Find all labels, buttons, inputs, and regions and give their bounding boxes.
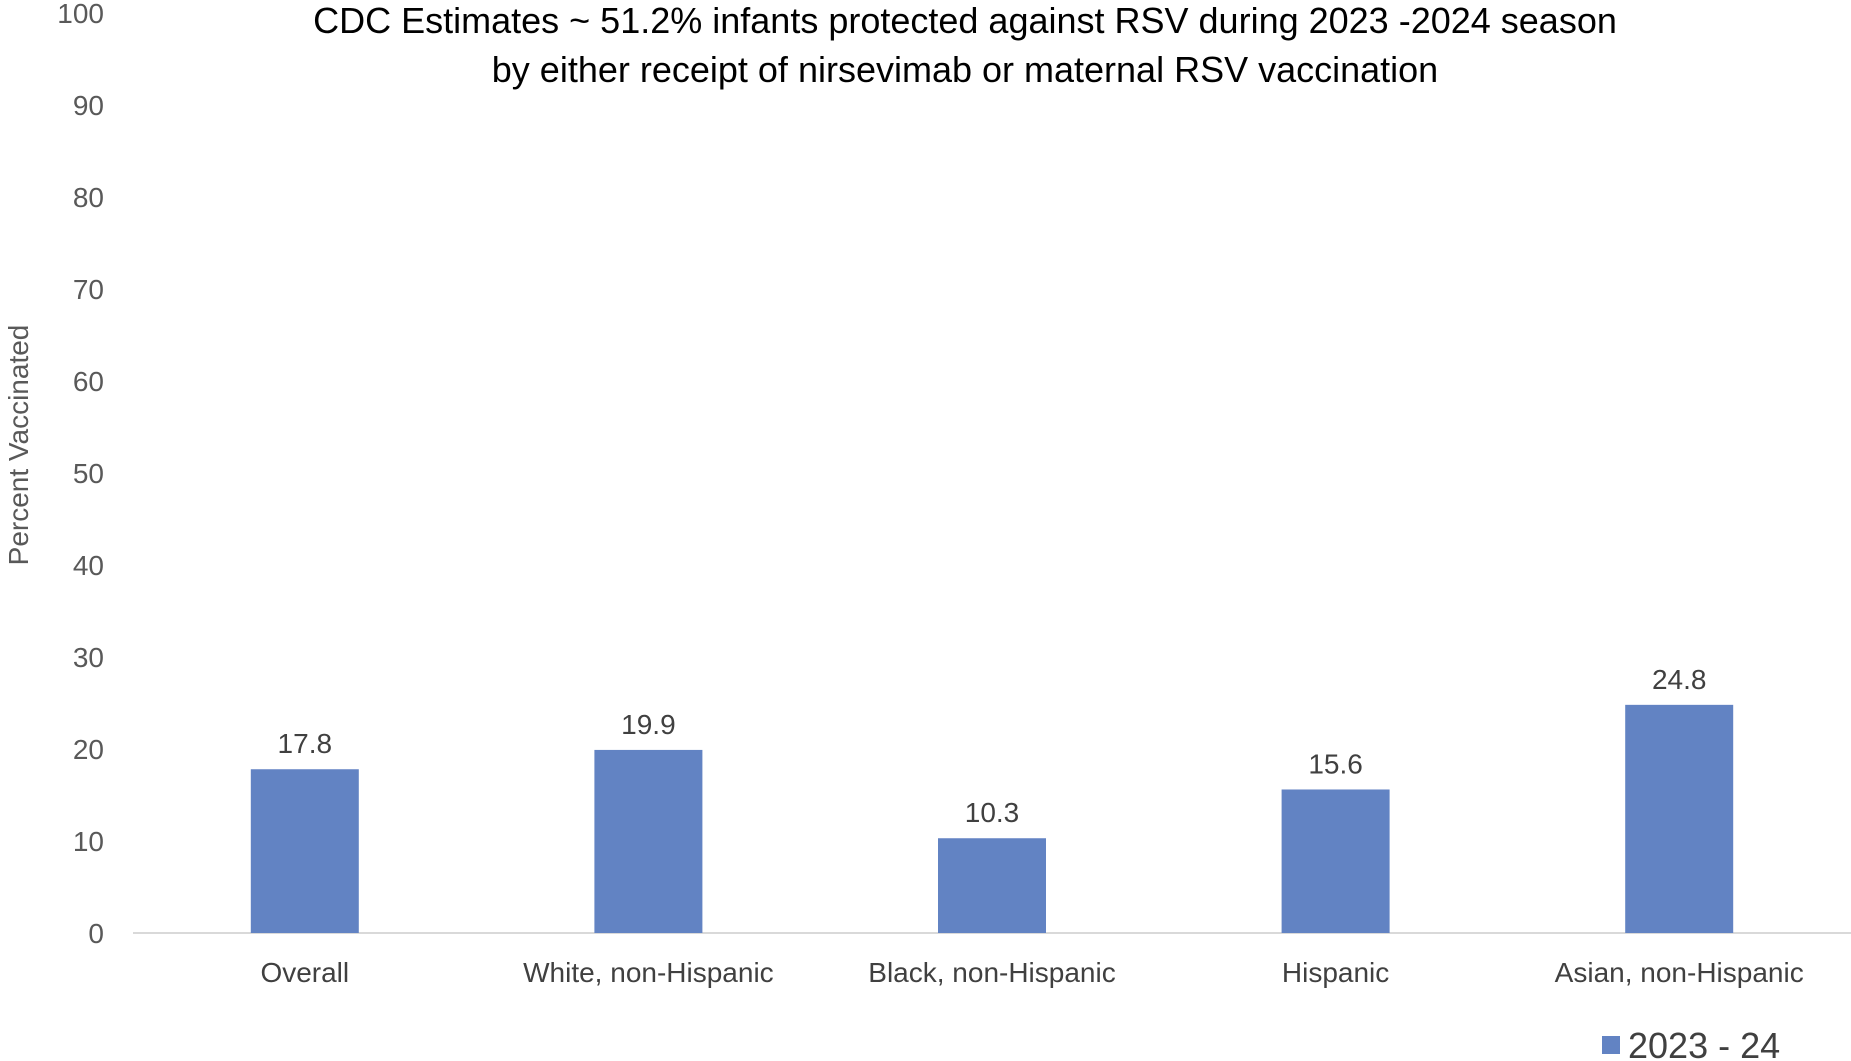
x-tick-label: White, non-Hispanic	[523, 957, 774, 988]
y-tick-label: 0	[88, 918, 104, 949]
bar	[250, 769, 359, 933]
y-tick-label: 10	[73, 826, 104, 857]
data-label: 17.8	[278, 728, 333, 759]
chart-title: CDC Estimates ~ 51.2% infants protected …	[313, 0, 1617, 41]
y-tick-label: 20	[73, 734, 104, 765]
data-label: 19.9	[621, 709, 676, 740]
y-tick-label: 100	[57, 0, 104, 29]
x-tick-label: Hispanic	[1282, 957, 1389, 988]
y-tick-label: 40	[73, 550, 104, 581]
y-tick-label: 30	[73, 642, 104, 673]
data-labels: 17.8 19.9 10.3 15.6 24.8	[278, 664, 1707, 828]
legend: 2023 - 24	[1602, 1025, 1780, 1061]
bar-series	[250, 704, 1734, 933]
x-tick-label: Black, non-Hispanic	[868, 957, 1115, 988]
bar	[938, 838, 1046, 933]
data-label: 24.8	[1652, 664, 1707, 695]
x-tick-label: Asian, non-Hispanic	[1555, 957, 1804, 988]
y-axis: 0 10 20 30 40 50 60 70 80 90 100	[57, 0, 104, 949]
y-tick-label: 80	[73, 182, 104, 213]
bar	[1281, 789, 1390, 933]
bar	[1625, 704, 1734, 933]
data-label: 10.3	[965, 797, 1020, 828]
x-axis: Overall White, non-Hispanic Black, non-His…	[260, 957, 1803, 988]
legend-swatch	[1602, 1036, 1620, 1054]
data-label: 15.6	[1308, 748, 1363, 779]
y-tick-label: 60	[73, 366, 104, 397]
y-tick-label: 90	[73, 90, 104, 121]
legend-label: 2023 - 24	[1628, 1025, 1780, 1061]
bar	[594, 749, 703, 933]
chart-subtitle: by either receipt of nirsevimab or mater…	[492, 49, 1438, 90]
x-tick-label: Overall	[260, 957, 349, 988]
y-axis-title: Percent Vaccinated	[3, 325, 34, 566]
y-tick-label: 50	[73, 458, 104, 489]
y-tick-label: 70	[73, 274, 104, 305]
